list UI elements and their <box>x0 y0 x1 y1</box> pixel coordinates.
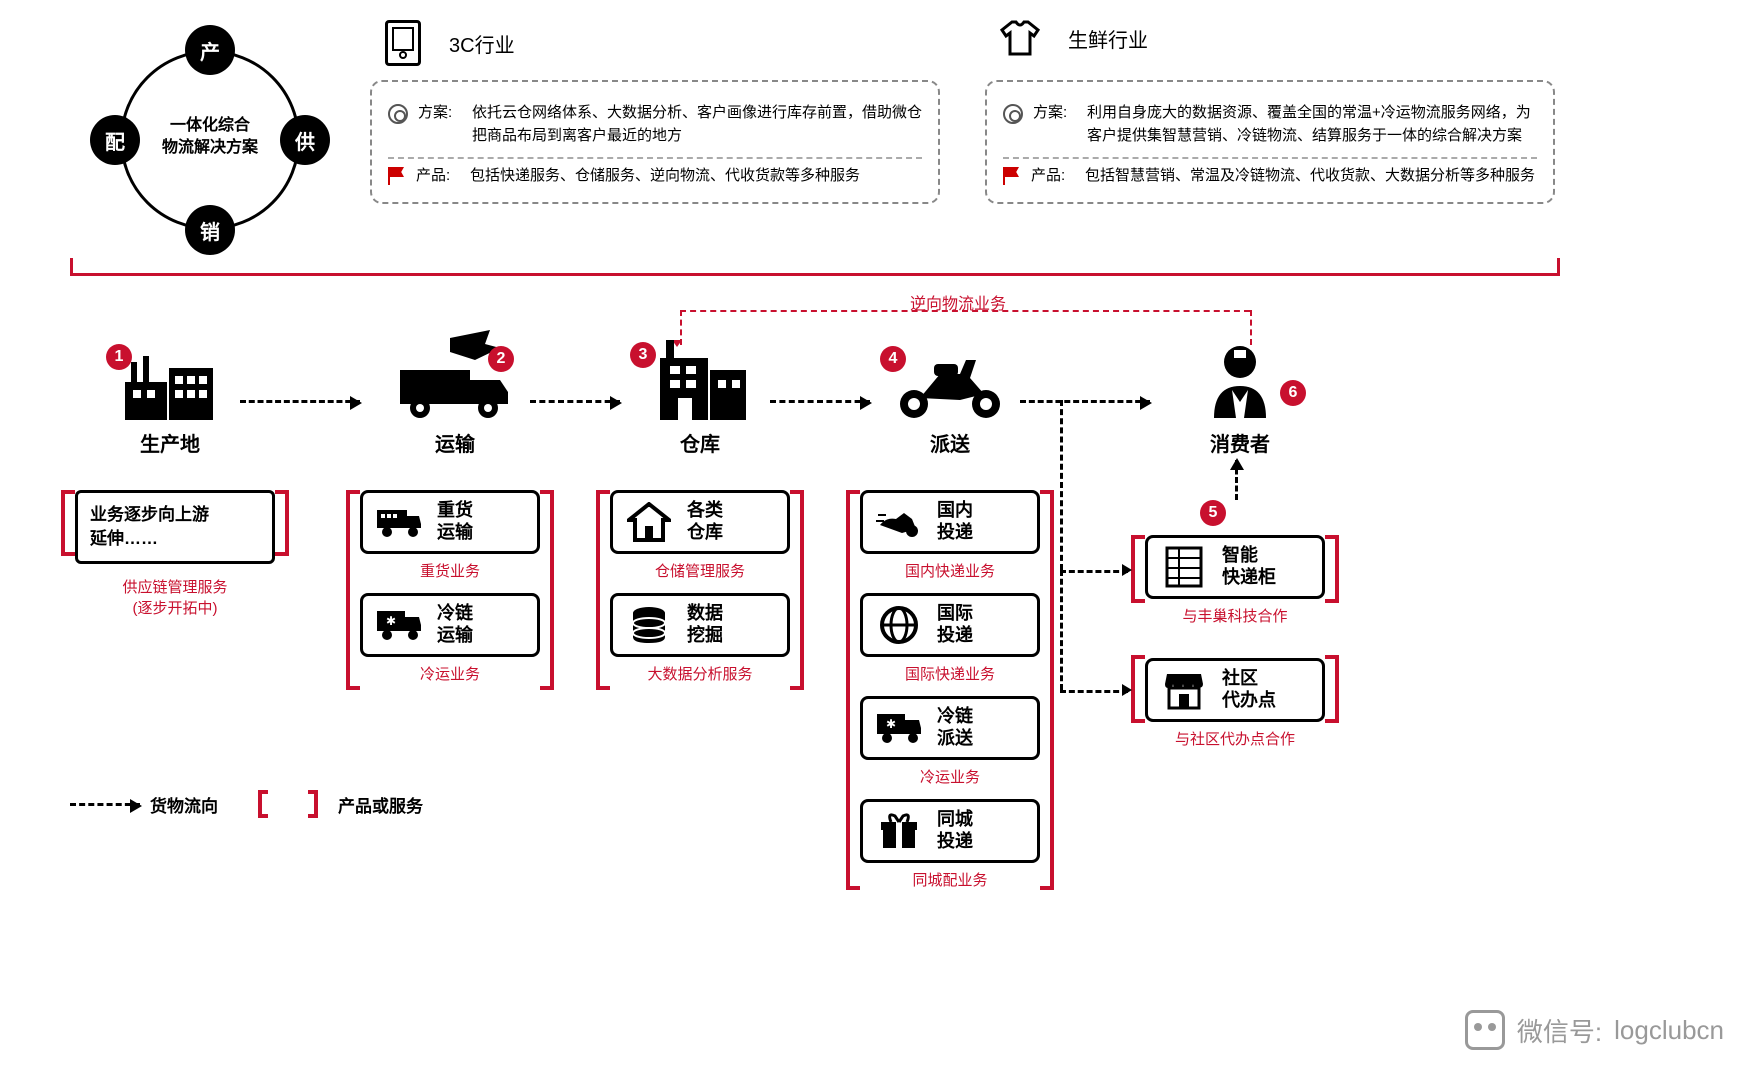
industry-a-box: 方案: 依托云仓网络体系、大数据分析、客户画像进行库存前置，借助微仓把商品布局到… <box>370 80 940 204</box>
flow-arrow <box>1020 400 1150 403</box>
circle-center-text: 一体化综合物流解决方案 <box>150 115 270 160</box>
heavy-truck-icon <box>375 502 423 542</box>
stage-delivery: 4 派送 <box>880 340 1020 457</box>
industry-b-header: 生鲜行业 <box>1000 20 1148 56</box>
svc-data: 数据挖掘 <box>610 593 790 657</box>
globe-icon <box>875 605 923 645</box>
flow-arrow <box>530 400 620 403</box>
truck-plane-icon <box>380 330 530 420</box>
svc-heavy: 重货运输 <box>360 490 540 554</box>
legend-flow: 货物流向 <box>150 792 218 817</box>
house-icon <box>625 502 673 542</box>
watermark: 微信号: logclubcn <box>1465 1010 1724 1050</box>
integrated-solution-circle: 产 供 销 配 一体化综合物流解决方案 <box>80 30 340 250</box>
stage-consumer: 6 消费者 <box>1170 340 1310 457</box>
svc-domestic: 国内投递 <box>860 490 1040 554</box>
target-icon <box>388 104 408 124</box>
cold-truck-icon: ✱ <box>375 605 423 645</box>
flag-icon <box>388 167 406 185</box>
stage-production: 1 生产地 <box>100 340 240 457</box>
top-bracket <box>70 258 1560 276</box>
legend: 货物流向 产品或服务 <box>70 790 423 818</box>
node-produce: 产 <box>185 25 235 75</box>
flow-arrow <box>240 400 360 403</box>
svc-cold-transport: ✱ 冷链运输 <box>360 593 540 657</box>
flow-arrow <box>770 400 870 403</box>
industry-a-title: 3C行业 <box>449 29 515 58</box>
stage-5-num-wrap: 5 <box>1200 500 1226 526</box>
wechat-icon <box>1465 1010 1505 1050</box>
node-distribute: 配 <box>90 115 140 165</box>
svc-community: 社区代办点 <box>1145 658 1325 722</box>
industry-b-box: 方案: 利用自身庞大的数据资源、覆盖全国的常温+冷运物流服务网络，为客户提供集智… <box>985 80 1555 204</box>
svg-text:✱: ✱ <box>886 717 896 731</box>
domestic-delivery-icon <box>875 502 923 542</box>
reverse-label: 逆向物流业务 <box>910 290 1006 314</box>
upstream-caption: 供应链管理服务(逐步开拓中) <box>75 576 275 618</box>
cold-delivery-icon: ✱ <box>875 708 923 748</box>
svc-group-transport: 重货运输 重货业务 ✱ 冷链运输 冷运业务 <box>360 490 540 696</box>
industry-b-title: 生鲜行业 <box>1068 24 1148 53</box>
svc-group-delivery: 国内投递 国内快递业务 国际投递 国际快递业务 ✱ 冷链派送 冷运业务 同城投递… <box>860 490 1040 902</box>
svc-group-lastmile: 智能快递柜 与丰巢科技合作 社区代办点 与社区代办点合作 <box>1145 535 1325 761</box>
target-icon <box>1003 104 1023 124</box>
stage-warehouse: 3 仓库 <box>630 340 770 457</box>
stage-transport: 2 运输 <box>380 330 530 457</box>
up-arrow <box>1235 460 1238 500</box>
legend-product: 产品或服务 <box>338 792 423 817</box>
svc-locker: 智能快递柜 <box>1145 535 1325 599</box>
svc-intl: 国际投递 <box>860 593 1040 657</box>
svc-cold-delivery: ✱ 冷链派送 <box>860 696 1040 760</box>
gift-icon <box>875 811 923 851</box>
node-supply: 供 <box>280 115 330 165</box>
shop-icon <box>1160 670 1208 710</box>
flag-icon <box>1003 167 1021 185</box>
svc-warehouse: 各类仓库 <box>610 490 790 554</box>
svc-group-production: 业务逐步向上游延伸…… 供应链管理服务(逐步开拓中) <box>75 490 275 630</box>
svg-text:✱: ✱ <box>386 614 396 628</box>
upstream-box: 业务逐步向上游延伸…… <box>75 490 275 564</box>
node-sell: 销 <box>185 205 235 255</box>
database-icon <box>625 605 673 645</box>
industry-a-header: 3C行业 <box>385 20 515 66</box>
locker-icon <box>1160 547 1208 587</box>
svc-sameday: 同城投递 <box>860 799 1040 863</box>
phone-icon <box>385 20 421 66</box>
shirt-icon <box>1000 20 1040 56</box>
svc-group-warehouse: 各类仓库 仓储管理服务 数据挖掘 大数据分析服务 <box>610 490 790 696</box>
